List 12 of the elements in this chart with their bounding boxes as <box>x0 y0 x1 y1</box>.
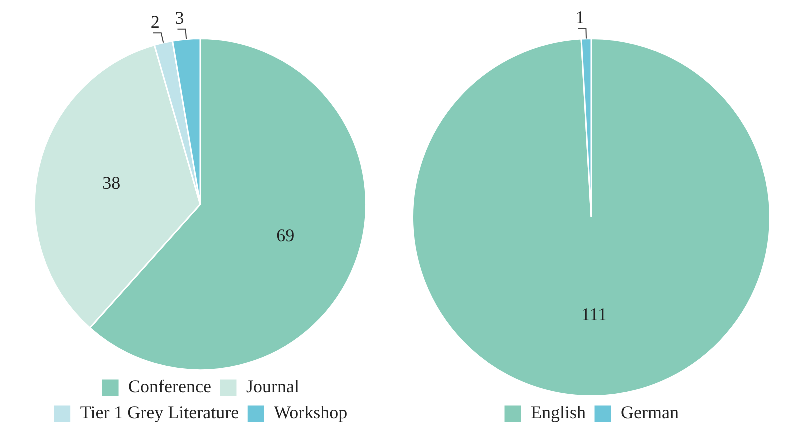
data-label: 38 <box>102 172 121 193</box>
legend-label: English <box>531 402 586 423</box>
legend-label: Workshop <box>274 402 348 423</box>
data-label: 1 <box>576 8 585 28</box>
data-label: 2 <box>150 12 160 32</box>
legend-label: German <box>621 402 679 423</box>
legend-label: Conference <box>128 376 212 397</box>
legend-label: Tier 1 Grey Literature <box>80 402 240 423</box>
data-label: 3 <box>175 8 184 28</box>
data-label: 69 <box>276 226 295 246</box>
legend-label: Journal <box>246 376 300 397</box>
data-label: 111 <box>581 304 608 325</box>
